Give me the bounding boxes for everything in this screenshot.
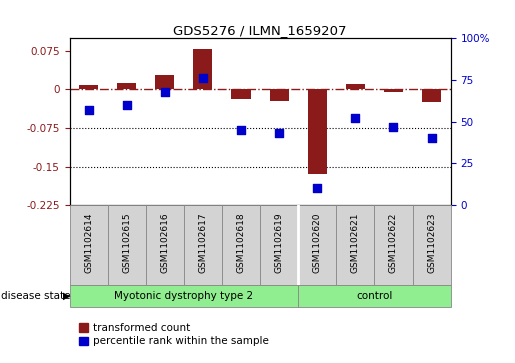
Text: GSM1102619: GSM1102619 <box>274 212 284 273</box>
Text: GSM1102616: GSM1102616 <box>160 212 169 273</box>
Bar <box>222 205 260 285</box>
Bar <box>70 205 108 285</box>
Bar <box>346 84 365 90</box>
Point <box>199 75 207 81</box>
Text: GSM1102618: GSM1102618 <box>236 212 246 273</box>
Text: GSM1102622: GSM1102622 <box>389 212 398 273</box>
Point <box>427 135 436 141</box>
Point <box>237 127 245 133</box>
Bar <box>413 205 451 285</box>
Text: Myotonic dystrophy type 2: Myotonic dystrophy type 2 <box>114 291 253 301</box>
Text: GSM1102614: GSM1102614 <box>84 212 93 273</box>
Text: ▶: ▶ <box>63 291 71 301</box>
Bar <box>70 285 298 307</box>
Bar <box>270 90 289 101</box>
Bar <box>374 205 413 285</box>
Legend: transformed count, percentile rank within the sample: transformed count, percentile rank withi… <box>75 319 273 351</box>
Text: GSM1102617: GSM1102617 <box>198 212 208 273</box>
Bar <box>146 205 184 285</box>
Point <box>313 185 321 191</box>
Bar <box>308 90 327 174</box>
Bar <box>232 90 251 99</box>
Bar <box>194 49 213 90</box>
Bar <box>108 205 146 285</box>
Point <box>84 107 93 113</box>
Point <box>389 124 398 130</box>
Point <box>275 130 283 136</box>
Title: GDS5276 / ILMN_1659207: GDS5276 / ILMN_1659207 <box>174 24 347 37</box>
Bar <box>298 205 336 285</box>
Bar <box>156 75 175 90</box>
Bar <box>79 85 98 90</box>
Text: disease state: disease state <box>1 291 71 301</box>
Text: GSM1102621: GSM1102621 <box>351 212 360 273</box>
Bar <box>422 90 441 102</box>
Point <box>351 115 359 121</box>
Bar <box>184 205 222 285</box>
Bar <box>384 90 403 92</box>
Bar <box>117 83 136 90</box>
Text: GSM1102623: GSM1102623 <box>427 212 436 273</box>
Bar <box>298 285 451 307</box>
Point <box>161 89 169 94</box>
Bar <box>260 205 298 285</box>
Bar <box>336 205 374 285</box>
Point <box>123 102 131 108</box>
Text: control: control <box>356 291 392 301</box>
Text: GSM1102615: GSM1102615 <box>122 212 131 273</box>
Text: GSM1102620: GSM1102620 <box>313 212 322 273</box>
